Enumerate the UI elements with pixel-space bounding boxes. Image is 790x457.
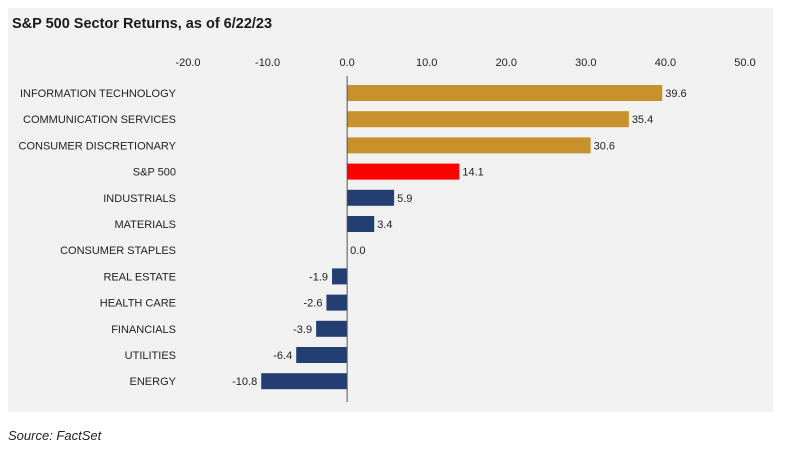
bar xyxy=(261,373,348,390)
category-label: UTILITIES xyxy=(125,350,176,362)
x-tick-label: 10.0 xyxy=(416,57,437,69)
data-label: -1.9 xyxy=(309,271,328,283)
category-labels: INFORMATION TECHNOLOGY COMMUNICATION SERV… xyxy=(19,88,177,388)
bar xyxy=(326,294,348,311)
data-label: 0.0 xyxy=(350,245,365,257)
data-labels: 39.6 35.4 30.6 14.1 5.9 3.4 0.0 -1.9 -2.6 -3.9 -6.… xyxy=(232,88,687,388)
bar xyxy=(347,189,395,206)
category-label: S&P 500 xyxy=(133,167,176,179)
data-label: 39.6 xyxy=(665,88,686,100)
data-label: 5.9 xyxy=(397,193,412,205)
category-label: REAL ESTATE xyxy=(103,271,176,283)
x-tick-label: 30.0 xyxy=(575,57,596,69)
x-tick-label: 40.0 xyxy=(655,57,676,69)
category-label: HEALTH CARE xyxy=(100,298,176,310)
category-label: ENERGY xyxy=(130,376,177,388)
category-label: FINANCIALS xyxy=(111,324,176,336)
chart-panel xyxy=(8,8,773,412)
data-label: -6.4 xyxy=(273,350,292,362)
bar xyxy=(347,111,629,128)
x-tick-label: -10.0 xyxy=(255,57,280,69)
category-label: CONSUMER STAPLES xyxy=(60,245,176,257)
bar xyxy=(296,347,348,363)
x-tick-label: -20.0 xyxy=(175,57,200,69)
bar xyxy=(347,85,663,101)
data-label: 35.4 xyxy=(632,114,653,126)
source-note: Source: FactSet xyxy=(8,428,102,443)
data-label: 30.6 xyxy=(594,140,615,152)
data-label: -10.8 xyxy=(232,376,257,388)
chart-title: S&P 500 Sector Returns, as of 6/22/23 xyxy=(12,16,273,32)
data-label: 3.4 xyxy=(377,219,392,231)
data-label: -3.9 xyxy=(293,324,312,336)
category-label: MATERIALS xyxy=(114,219,176,231)
category-label: CONSUMER DISCRETIONARY xyxy=(19,140,177,152)
bar xyxy=(332,268,348,285)
bar xyxy=(316,320,348,337)
bar xyxy=(347,216,375,232)
bar xyxy=(347,137,591,154)
x-axis-ticks: -20.0 -10.0 0.0 10.0 20.0 30.0 40.0 50.0 xyxy=(175,57,755,69)
x-tick-label: 20.0 xyxy=(496,57,517,69)
x-tick-label: 0.0 xyxy=(339,57,354,69)
data-label: 14.1 xyxy=(462,167,483,179)
data-label: -2.6 xyxy=(303,298,322,310)
category-label: INDUSTRIALS xyxy=(103,193,176,205)
bars xyxy=(261,85,663,390)
category-label: COMMUNICATION SERVICES xyxy=(23,114,176,126)
bar xyxy=(347,163,460,180)
category-label: INFORMATION TECHNOLOGY xyxy=(20,88,177,100)
x-tick-label: 50.0 xyxy=(734,57,755,69)
